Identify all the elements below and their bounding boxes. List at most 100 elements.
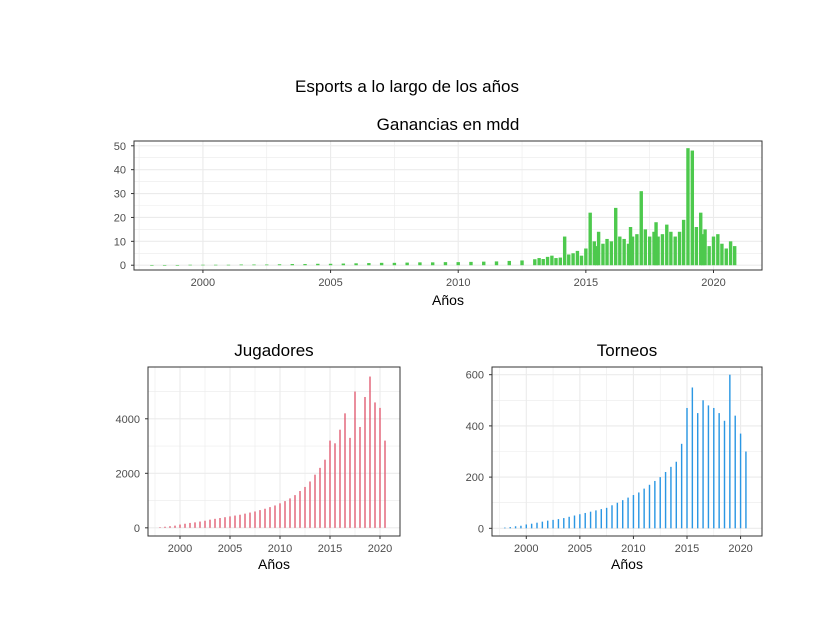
torneos-bar (686, 407, 688, 529)
ganancias-bar (469, 261, 473, 266)
jugadores-bar (224, 517, 226, 528)
torneos-bar (504, 527, 506, 529)
jugadores-bar (304, 486, 306, 528)
ganancias-y-tick-label: 30 (114, 189, 126, 201)
ganancias-bar (681, 219, 686, 266)
torneos-bar (670, 466, 672, 529)
torneos-y-tick-label: 200 (466, 472, 484, 484)
ganancias-x-tick-label: 2020 (701, 277, 725, 289)
torneos-bar (675, 461, 677, 529)
ganancias-bar (494, 261, 499, 266)
ganancias-x-axis-label: Años (432, 292, 464, 308)
ganancias-bar (673, 236, 677, 266)
ganancias-bar (588, 212, 592, 266)
ganancias-bar (443, 262, 448, 266)
jugadores-bar (294, 495, 296, 528)
torneos-bar (525, 524, 527, 529)
torneos-bar (541, 521, 544, 529)
jugadores-x-tick-label: 2000 (168, 543, 192, 555)
jugadores-bar (199, 521, 201, 528)
jugadores-y-tick-label: 0 (134, 523, 140, 535)
ganancias-bar (277, 264, 282, 266)
jugadores-y-tick-label: 4000 (116, 414, 140, 426)
panel-torneos: 2000 2005 2010 2015 2020 0 200 400 600 Torneos Año… (466, 341, 763, 572)
ganancias-bar (647, 236, 652, 266)
ganancias-x-tick-label: 2010 (446, 277, 470, 289)
ganancias-y-tick-label: 0 (120, 260, 126, 272)
torneos-bar (573, 515, 576, 529)
ganancias-bar (594, 246, 599, 266)
ganancias-bar (541, 259, 545, 266)
jugadores-bar (349, 437, 351, 528)
jugadores-bar (284, 501, 286, 528)
ganancias-bar (628, 227, 633, 266)
ganancias-bar (601, 243, 605, 266)
ganancias-bar (614, 207, 618, 266)
jugadores-bar (324, 459, 326, 528)
ganancias-bar (252, 264, 256, 266)
ganancias-bar (690, 150, 695, 266)
ganancias-panel-border (133, 140, 763, 271)
torneos-x-axis-label: Años (611, 556, 643, 572)
torneos-bar (600, 509, 602, 529)
ganancias-y-tick-label: 20 (114, 212, 126, 224)
ganancias-bar (639, 191, 643, 266)
ganancias-bar (537, 258, 541, 266)
torneos-bar (702, 400, 704, 529)
torneos-bar (734, 415, 736, 529)
figure-title: Esports a lo largo de los años (295, 77, 519, 96)
torneos-y-tick-label: 0 (478, 523, 484, 535)
ganancias-bar (567, 254, 571, 266)
jugadores-bar (244, 513, 246, 528)
ganancias-bar (605, 238, 609, 266)
torneos-bar (557, 519, 560, 529)
ganancias-bar (507, 260, 511, 266)
jugadores-bar (239, 514, 241, 528)
ganancias-bar (379, 262, 384, 266)
torneos-x-tick-label: 2015 (675, 543, 699, 555)
torneos-bar (627, 497, 629, 529)
jugadores-bar (314, 474, 316, 528)
ganancias-bar (213, 264, 218, 266)
ganancias-bar (579, 255, 584, 266)
torneos-bar (664, 471, 667, 529)
ganancias-y-tick-label: 10 (114, 236, 126, 248)
jugadores-bar (189, 522, 191, 528)
jugadores-bar (254, 511, 256, 528)
ganancias-bar (482, 261, 486, 266)
panel-jugadores: 2000 2005 2010 2015 2020 0 2000 4000 Jugadores Añ… (116, 341, 401, 572)
jugadores-x-tick-label: 2015 (318, 543, 342, 555)
jugadores-x-axis-label: Años (258, 556, 290, 572)
torneos-bar (680, 443, 683, 529)
jugadores-bar (359, 426, 361, 528)
ganancias-x-tick-label: 2000 (191, 277, 215, 289)
torneos-bar (697, 413, 699, 529)
torneos-panel-title: Torneos (597, 341, 657, 360)
ganancias-bar (150, 264, 154, 266)
jugadores-bar (229, 516, 231, 528)
jugadores-panel-background (148, 367, 400, 536)
torneos-bar (745, 451, 747, 529)
ganancias-bar (701, 234, 705, 266)
torneos-bar (643, 488, 645, 529)
jugadores-bar (374, 402, 376, 528)
torneos-bar (568, 516, 570, 529)
ganancias-bar (558, 257, 563, 266)
torneos-bar (563, 518, 565, 529)
torneos-bar (691, 387, 694, 529)
torneos-bar (723, 420, 726, 529)
jugadores-bar (379, 407, 381, 528)
ganancias-panel-title: Ganancias en mdd (377, 115, 520, 134)
jugadores-y-tick-label: 2000 (116, 468, 140, 480)
torneos-panel-border (491, 366, 763, 537)
torneos-x-tick-label: 2005 (568, 543, 592, 555)
jugadores-bar (274, 505, 276, 528)
ganancias-bar (354, 263, 358, 266)
jugadores-bar (179, 524, 181, 528)
ganancias-bar (728, 241, 733, 266)
torneos-bar (713, 407, 715, 529)
torneos-bar (739, 433, 742, 529)
torneos-bar (509, 527, 511, 529)
ganancias-bar (226, 264, 231, 266)
